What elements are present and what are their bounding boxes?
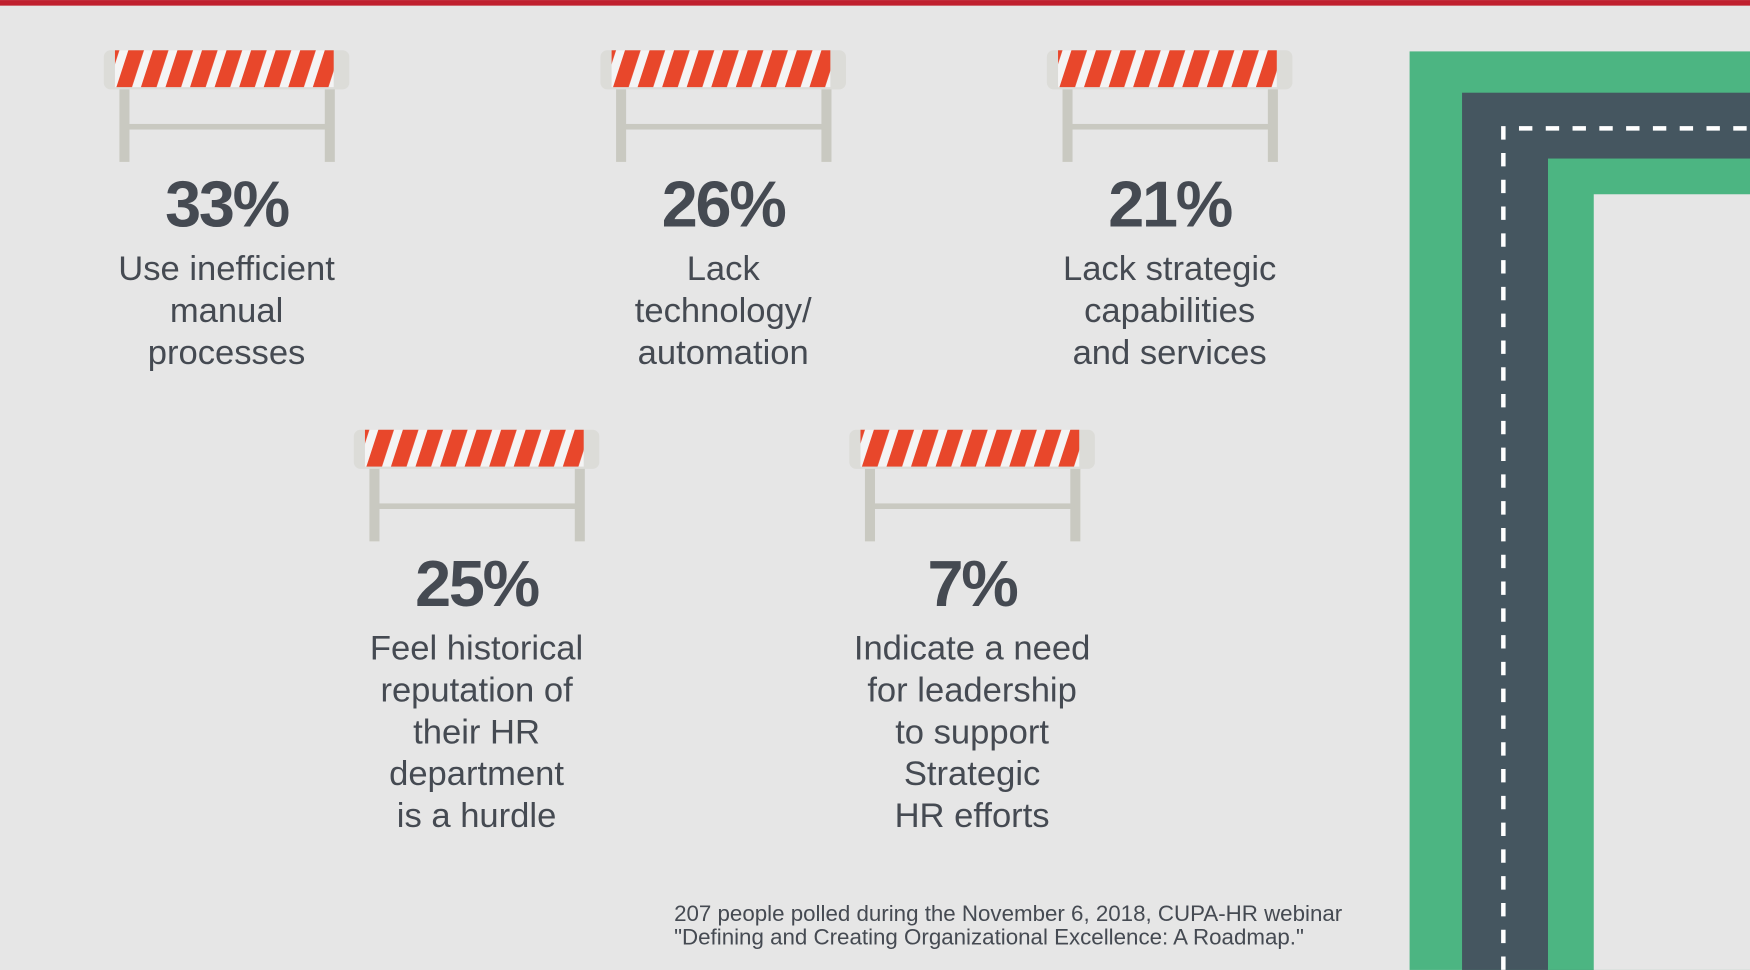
barrier-stripes [114, 50, 334, 88]
label-line: Lack strategic [1063, 250, 1276, 288]
label-line: their HR [413, 713, 540, 751]
label-line: manual [170, 292, 283, 330]
barrier-leg [864, 463, 875, 542]
barrier-icon [1046, 50, 1293, 162]
barrier-leg [616, 83, 627, 162]
hurdle-item: 21% Lack strategic capabilities and service… [1046, 50, 1293, 372]
barrier-stripes [364, 429, 584, 467]
road [1409, 51, 1750, 970]
footnote-line: 207 people polled during the November 6,… [674, 901, 1343, 926]
barrier-leg [574, 463, 585, 542]
barrier-icon [353, 429, 600, 542]
label-line: is a hurdle [397, 797, 557, 835]
label-line: Use inefficient [118, 250, 335, 288]
percent: 21% [1108, 168, 1232, 241]
barrier-crossbar [871, 503, 1075, 509]
barrier-crossbar [622, 123, 826, 130]
percent: 26% [662, 168, 786, 241]
barrier-icon [849, 429, 1095, 542]
barrier-leg [1062, 83, 1073, 162]
label-line: for leadership [867, 672, 1077, 710]
hurdle-item: 26% Lack technology/automation [600, 50, 846, 372]
barrier-stripes [860, 429, 1080, 467]
barrier-crossbar [126, 123, 330, 130]
barrier-icon [103, 50, 350, 162]
label-line: department [389, 755, 564, 793]
barrier-stripes [611, 50, 831, 88]
label-line: HR efforts [895, 797, 1050, 835]
barrier-stripes [1058, 50, 1277, 88]
barrier-leg [119, 83, 130, 162]
road-inside [1593, 194, 1750, 970]
label-line: automation [638, 334, 809, 372]
label-line: to support [895, 713, 1049, 751]
hurdle-item: 33% Use inefficient manual processes [103, 50, 350, 372]
footnote-line: "Defining and Creating Organizational Ex… [674, 924, 1304, 949]
top-bar [0, 0, 1750, 6]
label-line: Lack [687, 250, 761, 288]
barrier-leg [1267, 83, 1278, 162]
label-line: processes [148, 334, 306, 372]
percent: 7% [928, 547, 1018, 620]
barrier-leg [821, 83, 832, 162]
label-line: capabilities [1084, 292, 1255, 330]
barrier-crossbar [1069, 123, 1273, 130]
items: 33% Use inefficient manual processes 26% Lack… [103, 50, 1293, 835]
percent: 25% [415, 547, 539, 620]
label-line: reputation of [380, 672, 573, 710]
percent: 33% [165, 168, 289, 241]
road-dashes [1501, 126, 1750, 970]
label-line: Strategic [904, 755, 1040, 793]
barrier-leg [1070, 463, 1081, 542]
label-line: technology/ [635, 292, 812, 330]
barrier-crossbar [376, 503, 580, 509]
label-line: Indicate a need [854, 630, 1090, 668]
label-line: and services [1073, 334, 1267, 372]
label-line: Feel historical [370, 630, 583, 668]
barrier-leg [324, 83, 335, 162]
barrier-icon [600, 50, 846, 162]
barrier-leg [369, 463, 380, 542]
